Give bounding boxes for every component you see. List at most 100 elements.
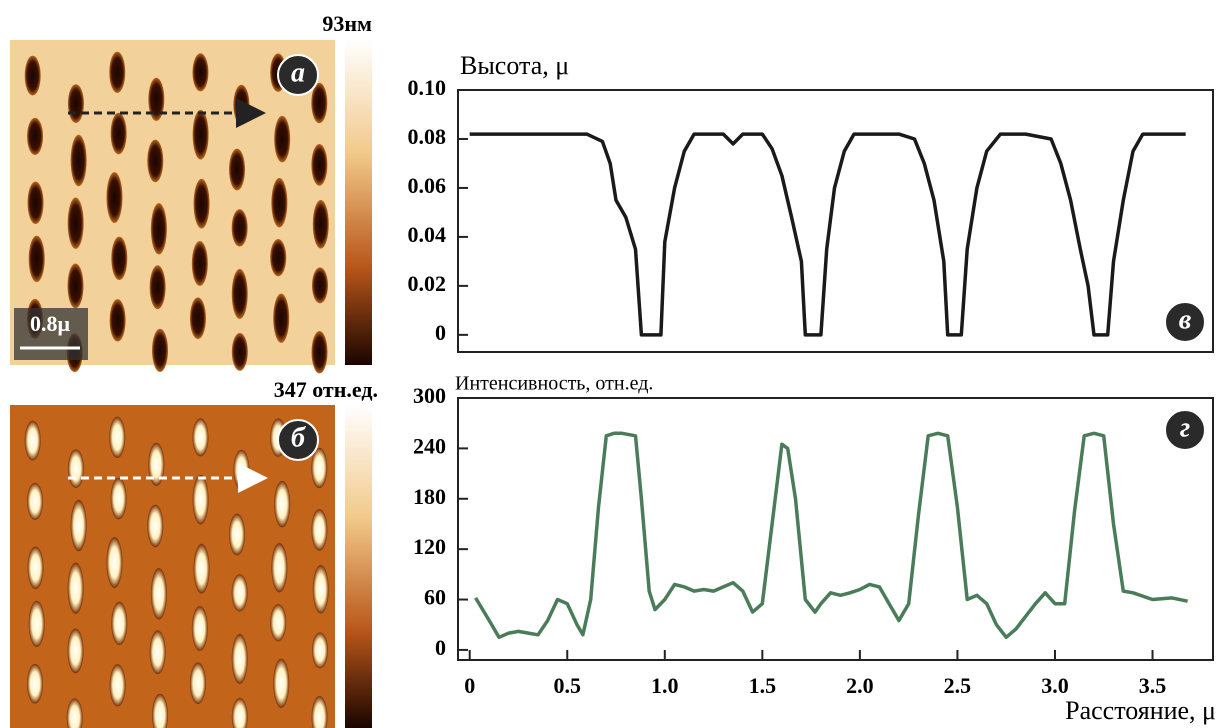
plot-frame: [457, 89, 1214, 353]
afm-feature: [67, 84, 84, 124]
afm-feature: [67, 628, 84, 674]
afm-feature: [312, 199, 329, 249]
y-tick-label: 300: [413, 383, 446, 408]
panel-letter: г: [1180, 412, 1190, 443]
afm-feature: [192, 109, 209, 160]
afm-feature: [70, 134, 87, 187]
afm-feature: [70, 499, 87, 552]
afm-feature: [270, 239, 287, 277]
afm-feature: [110, 477, 127, 520]
y-tick-label: 0: [435, 635, 446, 660]
afm-feature: [193, 178, 210, 229]
afm-feature: [311, 144, 328, 186]
afm-feature: [148, 442, 165, 486]
afm-feature: [311, 509, 328, 551]
y-tick-label: 120: [413, 534, 446, 559]
afm-feature: [189, 297, 206, 340]
afm-feature: [231, 574, 248, 612]
afm-feature: [233, 449, 250, 490]
afm-feature: [311, 267, 328, 304]
afm-feature: [24, 420, 41, 461]
afm-feature: [271, 178, 288, 228]
y-tick-label: 0.04: [408, 222, 447, 247]
afm-feature: [311, 632, 328, 669]
afm-feature: [270, 604, 287, 642]
afm-feature: [147, 504, 164, 548]
afm-feature: [109, 664, 126, 707]
x-tick-label: 3.0: [1041, 673, 1069, 698]
afm-feature: [150, 568, 167, 620]
afm-feature: [311, 331, 328, 374]
afm-feature: [67, 197, 84, 249]
afm-feature: [152, 328, 169, 372]
afm-feature: [150, 203, 167, 255]
afm-feature: [28, 600, 45, 648]
y-tick-label: 0.08: [408, 124, 447, 149]
data-line: [474, 431, 1188, 640]
afm-feature: [274, 480, 291, 528]
afm-feature: [233, 84, 250, 125]
afm-feature: [312, 564, 329, 614]
afm-feature: [27, 482, 44, 521]
x-tick-label: 0: [464, 673, 475, 698]
afm-feature: [231, 332, 248, 371]
afm-feature: [24, 55, 41, 96]
y-tick-label: 0.06: [408, 173, 447, 198]
afm-feature: [189, 662, 206, 705]
afm-feature: [67, 562, 84, 614]
y-axis-label: Интенсивность, отн.ед.: [455, 373, 653, 395]
x-tick-label: 1.0: [651, 673, 679, 698]
afm-feature: [27, 181, 44, 225]
y-tick-label: 0.02: [408, 271, 447, 296]
y-tick-label: 240: [413, 433, 446, 458]
scale-bar-box: [14, 308, 88, 360]
y-tick-label: 60: [424, 585, 446, 610]
panel-letter: б: [291, 422, 306, 453]
y-axis-label: Высота, μ: [460, 51, 569, 80]
afm-feature: [229, 148, 246, 191]
afm-feature: [273, 293, 290, 343]
x-tick-label: 2.5: [944, 673, 972, 698]
colorbar: [345, 405, 372, 728]
panel-letter: а: [291, 57, 305, 88]
afm-feature: [231, 633, 248, 684]
afm-feature: [231, 268, 248, 319]
afm-feature: [26, 663, 43, 704]
x-tick-label: 2.0: [846, 673, 874, 698]
afm-feature: [192, 474, 209, 525]
scale-bar-label: 0.8μ: [30, 311, 71, 336]
panel-letter: в: [1179, 304, 1192, 335]
afm-feature: [193, 543, 210, 594]
afm-feature: [110, 112, 127, 155]
afm-feature: [271, 543, 288, 593]
colorbar-max: 93нм: [322, 11, 372, 36]
x-tick-label: 0.5: [554, 673, 582, 698]
afm-feature: [27, 117, 44, 156]
afm-feature: [67, 263, 84, 309]
afm-feature: [231, 209, 248, 247]
y-tick-label: 0.10: [408, 75, 447, 100]
afm-feature: [311, 447, 328, 489]
afm-feature: [67, 449, 84, 489]
panel-badge: [1164, 409, 1206, 451]
afm-feature: [27, 546, 44, 590]
data-line: [469, 132, 1186, 337]
afm-feature: [106, 172, 123, 223]
afm-features: [24, 416, 329, 728]
afm-feature: [192, 53, 209, 92]
panel-badge: [1164, 301, 1206, 343]
afm-feature: [111, 236, 128, 281]
afm-feature: [273, 658, 290, 708]
afm-feature: [148, 77, 165, 121]
afm-feature: [109, 51, 126, 93]
x-tick-label: 1.5: [749, 673, 777, 698]
afm-feature: [28, 235, 45, 283]
afm-feature: [192, 418, 209, 457]
afm-feature: [191, 606, 208, 651]
afm-feature: [111, 601, 128, 646]
afm-feature: [109, 299, 126, 342]
afm-feature: [191, 241, 208, 286]
afm-feature: [231, 697, 248, 728]
